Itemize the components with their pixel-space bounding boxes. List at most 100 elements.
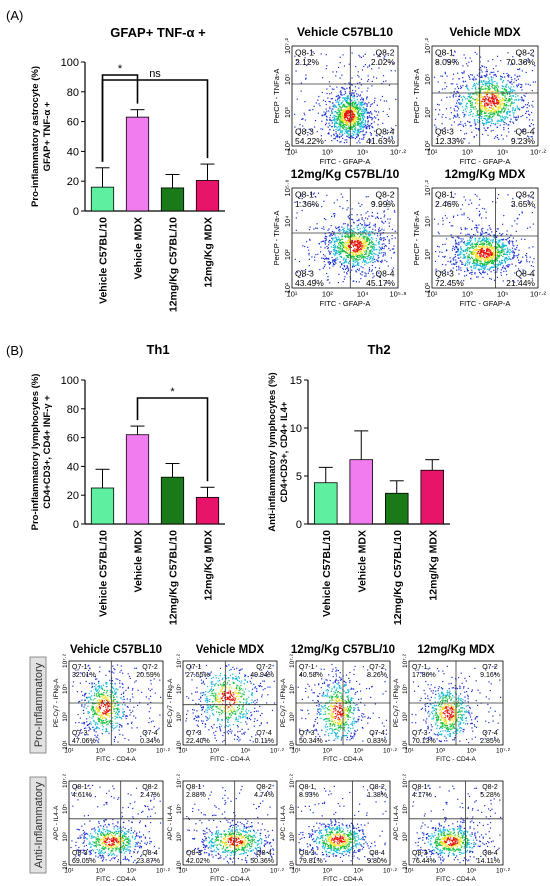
event-dot [367, 258, 369, 260]
event-dot [457, 254, 459, 256]
event-dot [366, 230, 368, 232]
event-dot [135, 667, 138, 669]
event-dot [529, 256, 531, 258]
event-dot [351, 135, 353, 137]
event-dot [508, 258, 510, 260]
category-label: Vehicle C57BL/10 [321, 530, 333, 617]
event-dot [98, 693, 100, 695]
event-dot [479, 272, 482, 274]
event-dot [393, 251, 396, 253]
event-dot [510, 81, 512, 83]
event-dot [362, 106, 364, 108]
event-dot [359, 56, 361, 58]
event-dot [346, 247, 348, 249]
event-dot [487, 104, 489, 106]
event-dot [495, 91, 497, 93]
event-dot [371, 113, 373, 115]
event-dot [133, 706, 135, 708]
event-dot [349, 238, 351, 240]
event-dot [349, 108, 351, 110]
event-dot [512, 244, 514, 246]
event-dot [338, 230, 340, 233]
event-dot [345, 247, 348, 249]
event-dot [363, 112, 365, 114]
event-dot [502, 104, 505, 106]
event-dot [393, 192, 395, 195]
event-dot [459, 260, 461, 262]
event-dot [492, 84, 494, 86]
event-dot [518, 214, 520, 216]
event-dot [109, 720, 111, 722]
event-dot [105, 697, 107, 699]
event-dot [507, 237, 509, 239]
event-dot [441, 251, 443, 253]
event-dot [352, 92, 354, 95]
event-dot [362, 133, 364, 136]
event-dot [349, 244, 351, 247]
event-dot [491, 98, 493, 100]
event-dot [467, 216, 469, 219]
event-dot [367, 224, 369, 226]
event-dot [527, 110, 529, 112]
event-dot [325, 122, 327, 124]
event-dot [327, 275, 329, 278]
event-dot [343, 93, 345, 96]
event-dot [457, 250, 460, 252]
event-dot [72, 681, 75, 683]
event-dot [465, 110, 467, 112]
event-dot [313, 228, 315, 230]
event-dot [482, 105, 484, 107]
event-dot [489, 242, 491, 244]
event-dot [328, 250, 330, 252]
event-dot [372, 256, 374, 259]
event-dot [91, 707, 93, 709]
event-dot [111, 680, 114, 682]
event-dot [357, 109, 359, 111]
event-dot [474, 273, 476, 275]
event-dot [483, 252, 485, 254]
event-dot [329, 261, 332, 264]
event-dot [338, 137, 341, 139]
event-dot [462, 106, 464, 108]
event-dot [453, 91, 455, 93]
event-dot [351, 233, 353, 235]
event-dot [351, 110, 353, 112]
event-dot [501, 87, 503, 90]
event-dot [315, 227, 317, 229]
event-dot [475, 228, 478, 230]
event-dot [468, 242, 470, 244]
event-dot [351, 100, 353, 102]
event-dot [478, 268, 480, 270]
event-dot [492, 97, 495, 99]
event-dot [101, 693, 103, 695]
event-dot [489, 116, 491, 118]
y-tick-label: 10² [283, 249, 292, 260]
event-dot [96, 714, 98, 716]
event-dot [464, 264, 466, 267]
event-dot [115, 678, 117, 680]
event-dot [475, 92, 477, 95]
y-tick-label: 40 [67, 146, 79, 158]
event-dot [367, 87, 369, 89]
event-dot [121, 724, 123, 727]
event-dot [470, 125, 473, 127]
event-dot [364, 224, 366, 226]
event-dot [492, 248, 494, 250]
event-dot [152, 720, 154, 722]
event-dot [499, 105, 501, 107]
event-dot [135, 717, 137, 719]
event-dot [342, 114, 344, 116]
event-dot [458, 254, 460, 256]
event-dot [357, 251, 359, 254]
event-dot [480, 217, 483, 219]
event-dot [338, 229, 340, 231]
event-dot [511, 63, 514, 65]
event-dot [136, 727, 138, 729]
event-dot [503, 91, 505, 93]
event-dot [375, 134, 377, 136]
event-dot [475, 252, 477, 254]
event-dot [514, 116, 516, 119]
event-dot [460, 208, 462, 210]
event-dot [479, 56, 482, 58]
event-dot [342, 115, 344, 117]
